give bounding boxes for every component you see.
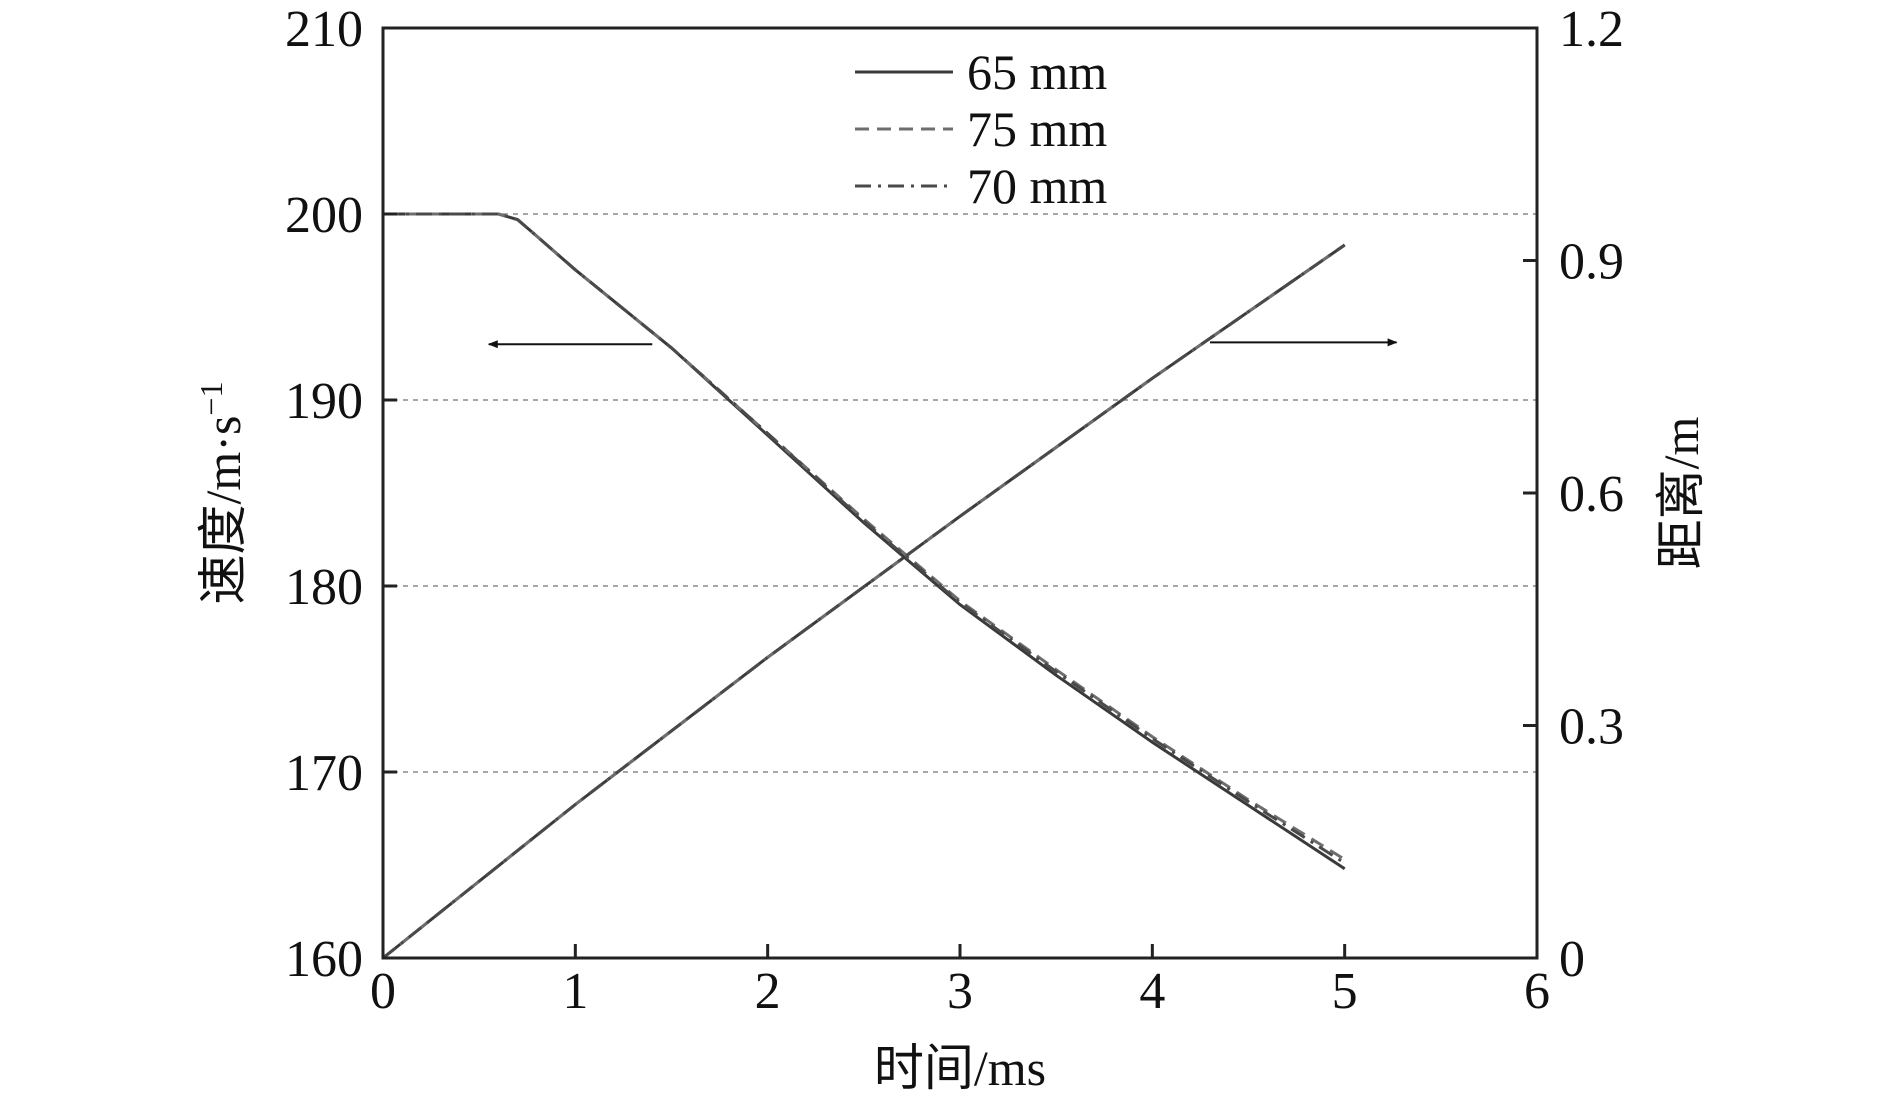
- velocity-line-1: [383, 212, 1346, 861]
- distance-line-2: [382, 243, 1346, 960]
- y-left-tick-label: 190: [285, 373, 363, 430]
- svg-text:速度/m·s−1: 速度/m·s−1: [193, 382, 251, 605]
- x-tick-label: 2: [755, 963, 781, 1020]
- y-left-axis-title-sup: −1: [193, 382, 229, 416]
- x-tick-label: 6: [1524, 963, 1550, 1020]
- legend-label-0: 65 mm: [967, 44, 1107, 100]
- grid-lines: [383, 213, 1537, 773]
- y-right-tick-label: 0.9: [1559, 234, 1624, 291]
- y-left-tick-label: 210: [285, 1, 363, 58]
- x-tick-label: 1: [562, 963, 588, 1020]
- y-left-tick-label: 200: [285, 187, 363, 244]
- x-axis-title: 时间/ms: [874, 1040, 1046, 1096]
- distance-line-1: [382, 243, 1346, 960]
- y-right-axis-title-text: 距离/m: [1653, 417, 1709, 570]
- y-right-axis-title: 距离/m: [1653, 417, 1709, 570]
- y-right-tick-label: 1.2: [1559, 1, 1624, 58]
- y-left-axis-title-text: 速度/m·s: [195, 416, 251, 605]
- y-left-axis-title: 速度/m·s−1: [193, 382, 251, 605]
- distance-line-0: [382, 243, 1346, 960]
- direction-arrows: [487, 338, 1398, 349]
- y-left-tick-label: 180: [285, 559, 363, 616]
- y-left-tick-label: 170: [285, 745, 363, 802]
- x-tick-label: 0: [370, 963, 396, 1020]
- y-right-tick-label: 0.3: [1559, 699, 1624, 756]
- legend-label-1: 75 mm: [967, 101, 1107, 157]
- legend-label-2: 70 mm: [967, 158, 1107, 214]
- axis-ticks: 0 1 2 3 4 5 6 160 170 180 190 200 210 0 0.3 0.6 0.9 1.2: [285, 1, 1624, 1020]
- x-tick-label: 4: [1139, 963, 1165, 1020]
- y-right-tick-label: 0.6: [1559, 466, 1624, 523]
- x-tick-label: 5: [1332, 963, 1358, 1020]
- velocity-line-2: [383, 212, 1346, 865]
- y-left-tick-label: 160: [285, 931, 363, 988]
- series-lines: [382, 212, 1346, 960]
- x-tick-label: 3: [947, 963, 973, 1020]
- y-right-tick-label: 0: [1559, 931, 1585, 988]
